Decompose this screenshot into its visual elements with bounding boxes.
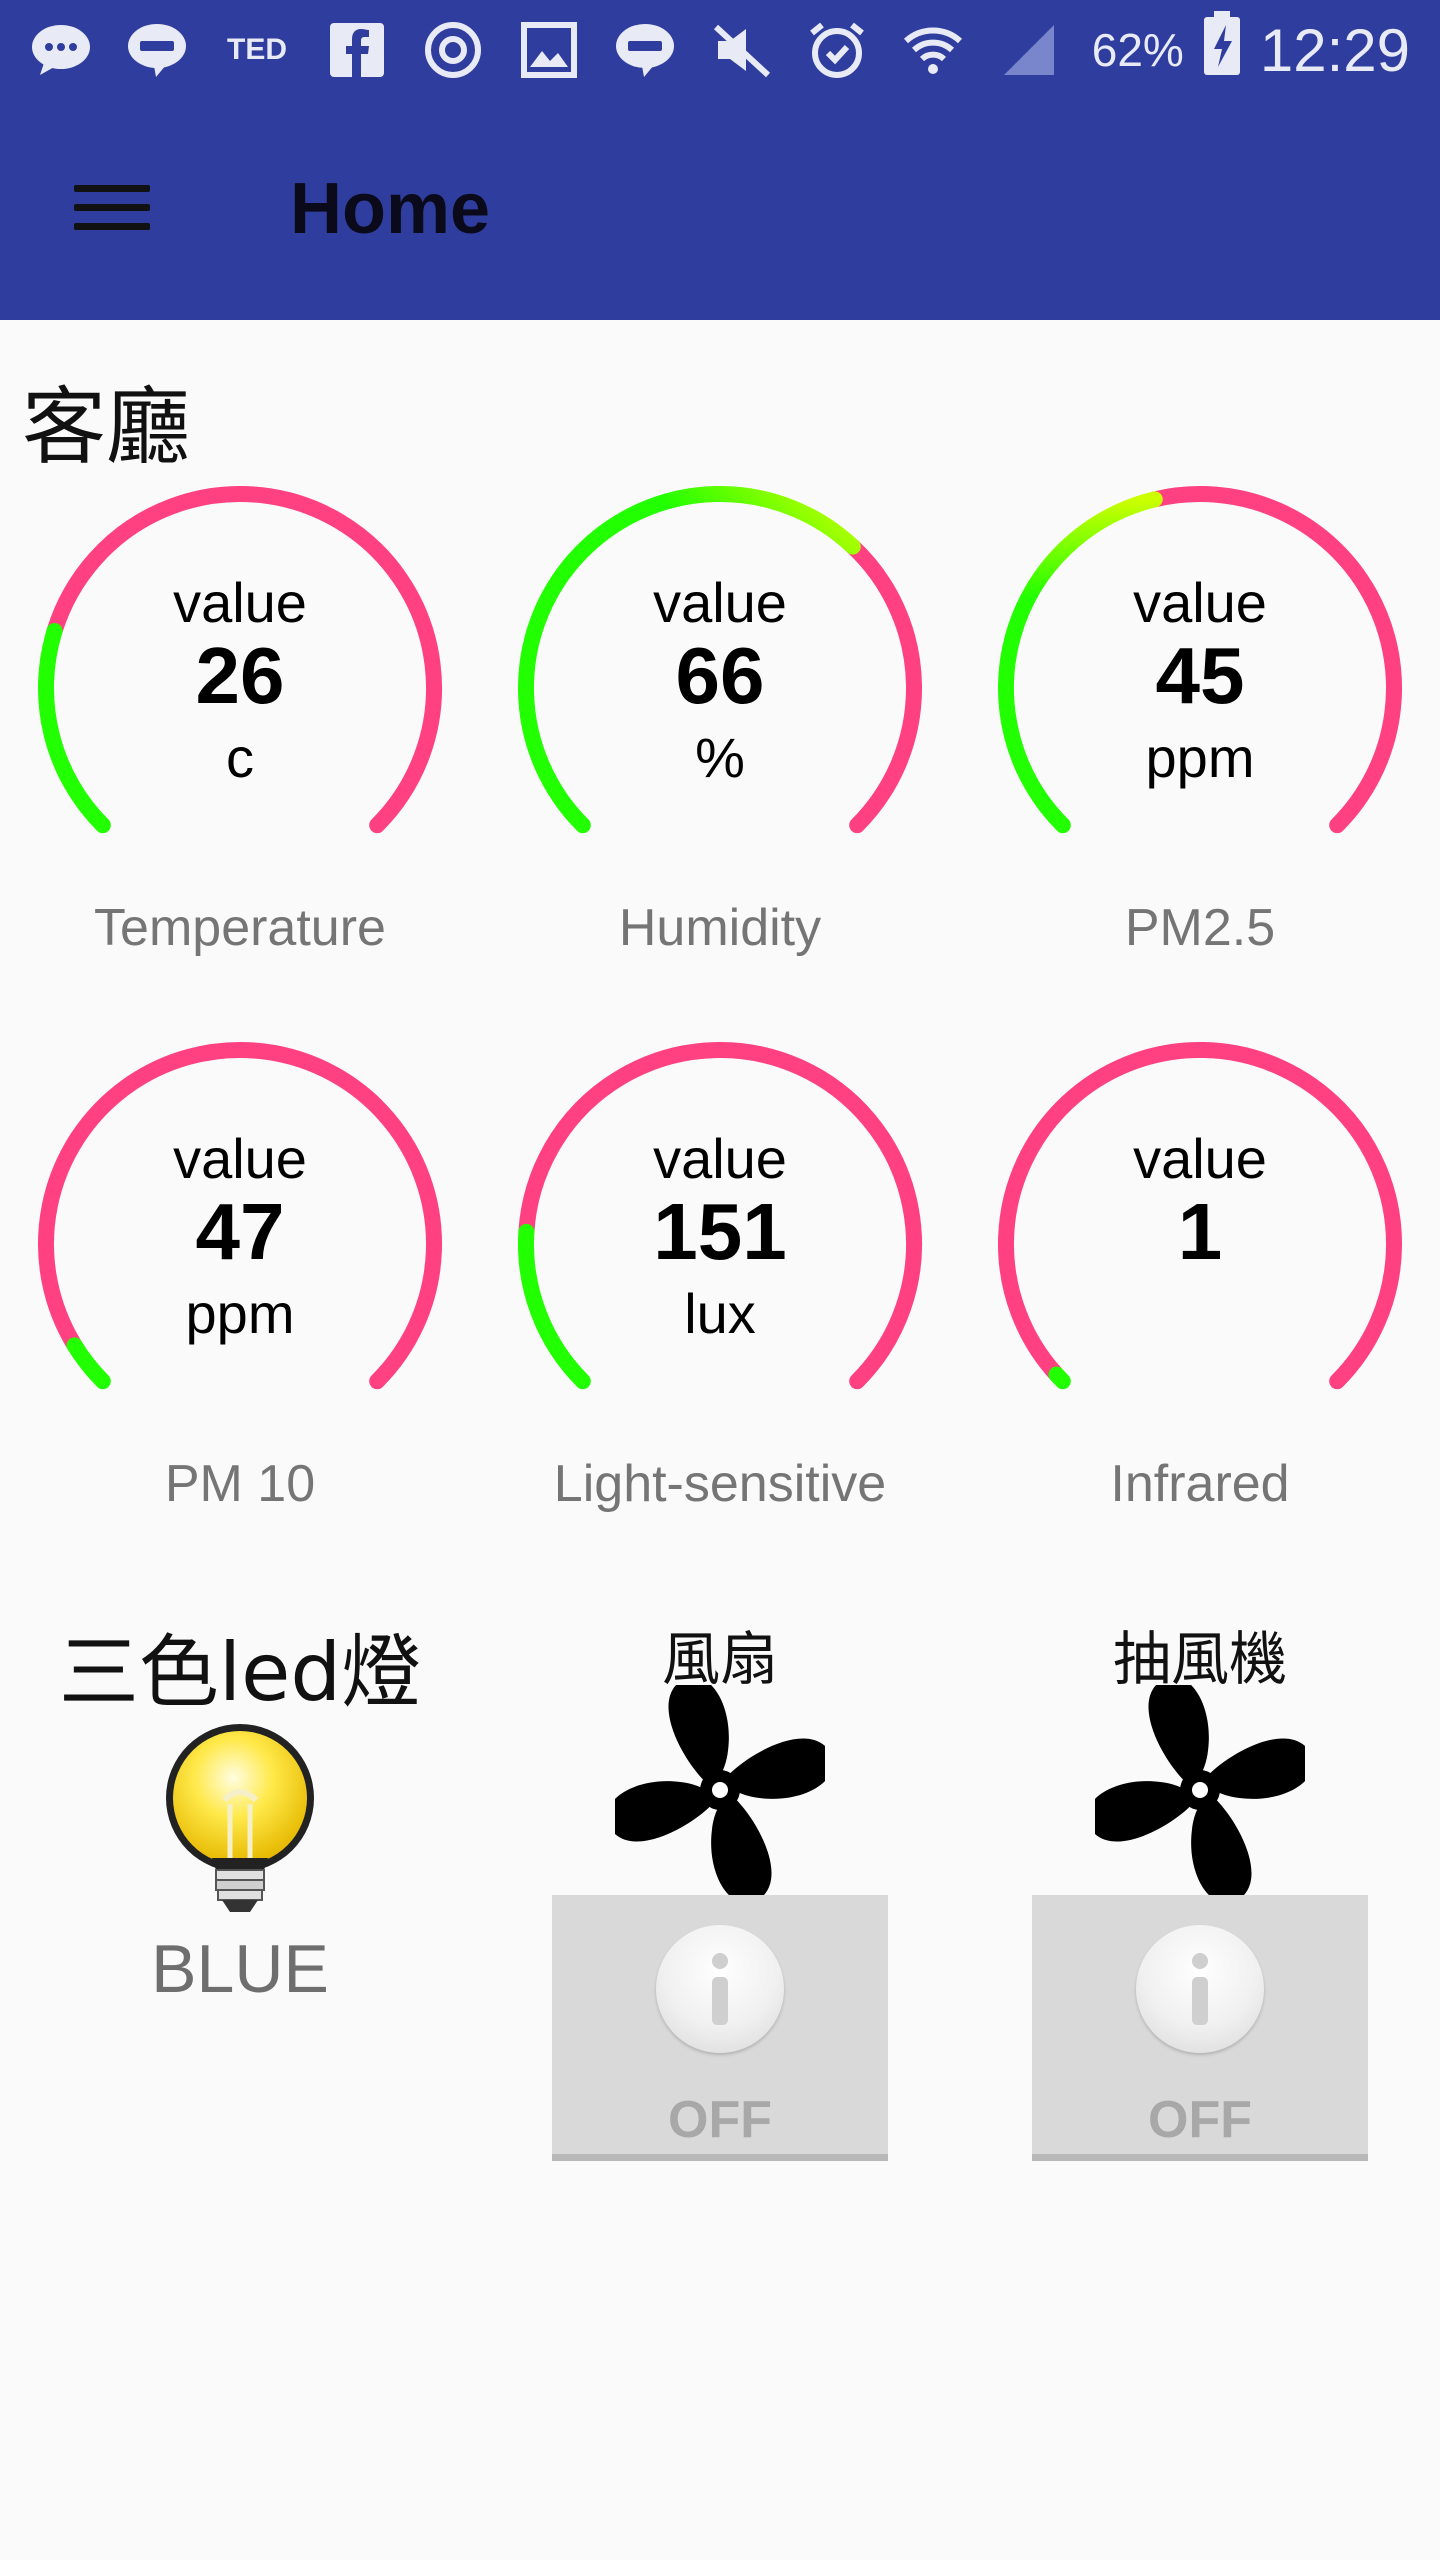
gauge-unit: % [695, 726, 745, 789]
gauge-unit: ppm [1145, 726, 1255, 789]
gauge-arc [38, 486, 442, 834]
gauge-track [998, 1042, 1402, 1390]
battery-charging-icon [1202, 10, 1242, 90]
fan-hub-dot [712, 1782, 728, 1798]
gauge-value: 151 [653, 1187, 787, 1276]
gauge-name-humidity: Humidity [618, 899, 822, 957]
fan-blade [606, 1781, 717, 1842]
notification-icons: TED [30, 20, 1060, 80]
gauge-name-pm10: PM 10 [164, 1455, 316, 1513]
gauge-name-light: Light-sensitive [553, 1455, 887, 1513]
power-knob-icon [656, 1925, 784, 2053]
facebook-icon [326, 19, 388, 81]
gauge-track [46, 486, 442, 834]
ted-icon: TED [227, 33, 287, 66]
fan-blade [723, 1738, 834, 1799]
gauge-value: 47 [195, 1187, 285, 1276]
fan-hub-dot [1192, 1782, 1208, 1798]
gauge-arc [38, 1042, 442, 1390]
line-icon [614, 19, 676, 81]
fan-blade [1148, 1676, 1209, 1787]
gauge-name-infrared: Infrared [1110, 1455, 1290, 1513]
fan-icon [1086, 1676, 1314, 1904]
gauge-value: 66 [675, 631, 765, 720]
line-icon [126, 19, 188, 81]
exhaust-title: 抽風機 [1112, 1625, 1287, 1693]
power-knob-icon [1136, 1925, 1264, 2053]
gauge-progress [66, 1337, 111, 1390]
gauge-caption: value [173, 1127, 307, 1190]
page-title: Home [290, 169, 491, 249]
lightbulb-icon[interactable] [160, 1720, 320, 1920]
fan-blade [1191, 1793, 1252, 1904]
gauge-progress [517, 486, 861, 834]
gallery-icon [518, 19, 580, 81]
gauge-caption: value [1133, 1127, 1267, 1190]
led-title: 三色led燈 [58, 1626, 422, 1719]
gauge-value: 1 [1177, 1187, 1223, 1276]
gauge-name-temperature: Temperature [94, 899, 386, 957]
gauge-arc [518, 1042, 922, 1390]
gauge-value: 45 [1155, 631, 1245, 720]
fan-switch[interactable]: OFF [552, 1895, 888, 2161]
gauge-humidity: value 66 % [510, 480, 930, 880]
gauge-unit: c [226, 726, 254, 789]
fan-title: 風扇 [661, 1625, 778, 1693]
fan-switch-label: OFF [668, 2091, 772, 2149]
gauge-progress [518, 1223, 591, 1390]
gauge-value: 26 [195, 631, 285, 720]
signal-icon [998, 19, 1060, 81]
gauge-caption: value [653, 571, 787, 634]
fan-blade [711, 1793, 772, 1904]
gauge-arc [998, 1042, 1402, 1390]
gauge-track [518, 1042, 922, 1390]
gauge-track [844, 538, 922, 834]
alarm-icon [806, 19, 868, 81]
hamburger-icon [74, 185, 150, 192]
room-title: 客廳 [22, 378, 191, 476]
menu-button[interactable] [60, 162, 160, 252]
app-bar: Home [0, 100, 1440, 320]
gauge-track [38, 1042, 442, 1390]
gauge-progress [38, 622, 111, 834]
mute-icon [710, 19, 772, 81]
messenger-icon [30, 19, 92, 81]
gauge-unit: lux [684, 1282, 756, 1345]
wifi-icon [902, 19, 964, 81]
gauge-light: value 151 lux [510, 1036, 930, 1436]
exhaust-switch-label: OFF [1148, 2091, 1252, 2149]
gauge-name-pm25: PM2.5 [1124, 899, 1276, 957]
gauge-pm25: value 45 ppm [990, 480, 1410, 880]
gauge-temperature: value 26 c [30, 480, 450, 880]
gauge-caption: value [173, 571, 307, 634]
gauge-progress [1048, 1366, 1071, 1390]
fan-icon [606, 1676, 834, 1904]
sync-icon [422, 19, 484, 81]
fan-blade [1086, 1781, 1197, 1842]
gauge-arc [998, 486, 1402, 834]
gauge-caption: value [1133, 571, 1267, 634]
fan-blade [668, 1676, 729, 1787]
led-state: BLUE [151, 1931, 329, 2007]
gauge-track [1146, 486, 1402, 834]
status-bar: TED 62% 12:29 [0, 0, 1440, 100]
battery-percent: 62% [1091, 24, 1184, 76]
gauge-unit: ppm [185, 1282, 295, 1345]
clock: 12:29 [1259, 16, 1410, 84]
exhaust-switch[interactable]: OFF [1032, 1895, 1368, 2161]
gauge-arc [517, 486, 922, 834]
gauge-progress [998, 491, 1163, 834]
gauge-pm10: value 47 ppm [30, 1036, 450, 1436]
gauge-caption: value [653, 1127, 787, 1190]
gauge-infrared: value 1 [990, 1036, 1410, 1436]
fan-blade [1203, 1738, 1314, 1799]
